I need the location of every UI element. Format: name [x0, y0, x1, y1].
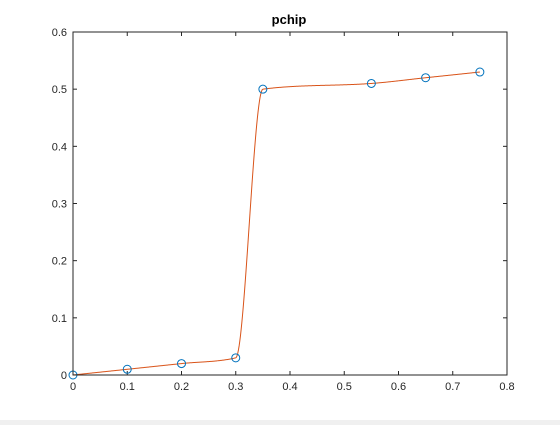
axes-box [72, 31, 508, 376]
data-point-marker [421, 73, 431, 83]
series-line [72, 71, 480, 376]
x-tick-label: 0.6 [391, 381, 406, 393]
data-point-marker [366, 78, 376, 88]
y-tick-label: 0 [61, 370, 67, 382]
x-tick-label: 0.1 [120, 381, 135, 393]
data-point-marker [231, 353, 241, 363]
data-point-marker [475, 67, 485, 77]
pchip-curve [72, 71, 480, 376]
data-point-marker [258, 84, 268, 94]
y-tick-label: 0.6 [52, 27, 67, 39]
chart-title: pchip [272, 12, 307, 27]
x-tick-label: 0.7 [445, 381, 460, 393]
data-point-marker [177, 359, 186, 369]
y-tick-label: 0.5 [52, 84, 67, 96]
y-tick-label: 0.3 [52, 199, 67, 211]
x-tick-label: 0.8 [499, 381, 514, 393]
y-tick-label: 0.1 [52, 313, 67, 325]
x-tick-label: 0.5 [337, 381, 352, 393]
x-tick-label: 0.3 [228, 381, 243, 393]
axis-ticks: 0 0.1 0.2 0.3 0.4 0.5 0.6 0.7 0.8 0 0.1 0.2 0.3 0.4 0.… [52, 27, 515, 393]
x-tick-label: 0.2 [174, 381, 189, 393]
x-tick-label: 0 [70, 381, 76, 393]
y-tick-label: 0.2 [52, 256, 67, 268]
plot-area [73, 32, 507, 375]
y-tick-label: 0.4 [52, 141, 67, 153]
data-point-marker [122, 364, 132, 374]
x-tick-label: 0.4 [282, 381, 297, 393]
